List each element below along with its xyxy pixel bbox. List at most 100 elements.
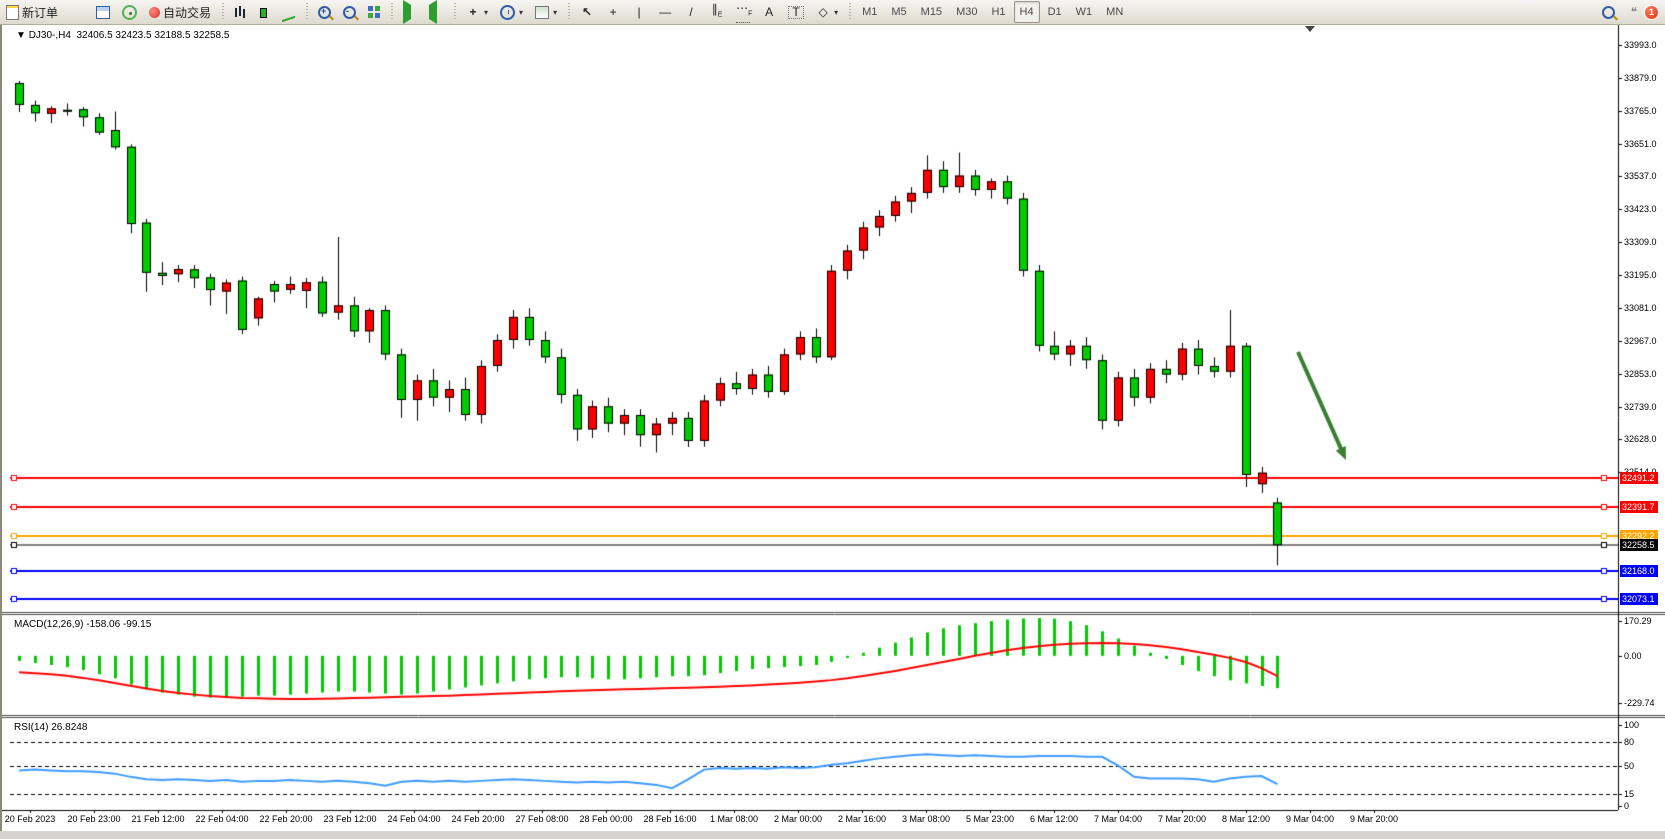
notifications-button[interactable]: ❝ 1 xyxy=(1622,1,1664,23)
signal-icon xyxy=(122,4,138,20)
time-axis-label: 9 Mar 20:00 xyxy=(1349,814,1399,824)
price-axis-tick-label: 33651.0 xyxy=(1624,139,1657,149)
bar-chart-type-button[interactable] xyxy=(229,1,251,23)
chart-window: ▼ DJ30-,H4 32406.5 32423.5 32188.5 32258… xyxy=(0,25,1665,831)
bar-chart-icon xyxy=(234,6,247,18)
horizontal-line-tool-button[interactable]: — xyxy=(653,1,677,23)
chart-shift-marker[interactable] xyxy=(1305,26,1315,32)
chart-canvas[interactable] xyxy=(2,25,1665,831)
time-axis-label: 20 Feb 2023 xyxy=(4,814,56,824)
toolbar-separator xyxy=(220,3,226,21)
macd-axis-tick-label: -229.74 xyxy=(1624,698,1655,708)
timeframe-toolbar: M1 M5 M15 M30 H1 H4 D1 W1 MN xyxy=(855,1,1130,23)
trendline-tool-button[interactable]: / xyxy=(679,1,703,23)
hline-price-label[interactable]: 32391.7 xyxy=(1620,501,1658,513)
data-window-button[interactable] xyxy=(91,1,115,23)
candlestick-type-button[interactable] xyxy=(253,1,275,23)
fibonacci-icon: ⋯F xyxy=(736,1,752,23)
time-axis-label: 24 Feb 20:00 xyxy=(451,814,505,824)
timeframe-button-m15[interactable]: M15 xyxy=(920,6,943,18)
hline-price-label[interactable]: 32491.2 xyxy=(1620,472,1658,484)
chevron-down-icon: ▾ xyxy=(519,7,524,17)
shapes-tool-button[interactable]: ◇ ▾ xyxy=(811,1,843,23)
auto-trading-label: 自动交易 xyxy=(163,5,212,20)
tile-windows-button[interactable] xyxy=(363,1,385,23)
periods-button[interactable]: ▾ xyxy=(495,1,528,23)
chart-collapse-icon[interactable]: ▼ xyxy=(16,30,29,41)
timeframe-button-h4[interactable]: H4 xyxy=(1013,1,1040,23)
timeframe-button-m30[interactable]: M30 xyxy=(956,6,978,18)
vertical-line-tool-button[interactable]: | xyxy=(627,1,651,23)
price-axis-tick-label: 33309.0 xyxy=(1624,237,1657,247)
time-axis-label: 28 Feb 00:00 xyxy=(579,814,633,824)
timeframe-button-mn[interactable]: MN xyxy=(1106,6,1124,18)
rsi-axis-tick-label: 15 xyxy=(1624,789,1635,799)
rsi-axis-tick-label: 80 xyxy=(1624,737,1635,747)
toolbar-separator xyxy=(304,3,310,21)
market-watch-button[interactable] xyxy=(65,1,89,23)
macd-axis-tick-label: 0.00 xyxy=(1624,651,1642,661)
text-tool-button[interactable]: A xyxy=(757,1,781,23)
templates-button[interactable]: ▾ xyxy=(530,1,562,23)
template-icon xyxy=(535,5,550,19)
text-label-icon: T xyxy=(788,5,805,19)
label-tool-button[interactable]: T xyxy=(783,1,809,23)
line-chart-icon xyxy=(282,4,296,23)
time-axis-label: 2 Mar 00:00 xyxy=(773,814,823,824)
zoom-in-button[interactable]: + xyxy=(313,1,336,23)
shapes-icon: ◇ xyxy=(818,5,828,19)
main-toolbar: 新订单 自动交易 + - + ▾ ▾ ▾ ↖ + | — / ∥E ⋯F A T … xyxy=(0,0,1665,25)
fibonacci-tool-button[interactable]: ⋯F xyxy=(731,1,755,23)
zoom-in-icon: + xyxy=(318,5,332,19)
time-axis-label: 27 Feb 08:00 xyxy=(515,814,569,824)
hline-price-label[interactable]: 32073.1 xyxy=(1620,593,1658,605)
chat-bubble-icon: ❝ xyxy=(1630,5,1638,19)
timeframe-button-h1[interactable]: H1 xyxy=(991,6,1006,18)
hline-price-label[interactable]: 32258.5 xyxy=(1620,539,1658,551)
channel-tool-button[interactable]: ∥E xyxy=(705,1,729,23)
search-button[interactable] xyxy=(1597,1,1620,23)
auto-trading-icon xyxy=(149,6,161,18)
new-order-icon xyxy=(6,4,19,20)
auto-trading-button[interactable]: 自动交易 xyxy=(144,1,216,23)
price-axis-tick-label: 33993.0 xyxy=(1624,40,1657,50)
line-chart-type-button[interactable] xyxy=(277,1,300,23)
rsi-indicator-label: RSI(14) 26.8248 xyxy=(14,722,88,733)
crosshair-tool-button[interactable]: + xyxy=(601,1,625,23)
price-axis-tick-label: 32967.0 xyxy=(1624,336,1657,346)
candlestick-icon xyxy=(258,5,270,19)
price-axis-tick-label: 32739.0 xyxy=(1624,402,1657,412)
timeframe-button-w1[interactable]: W1 xyxy=(1075,6,1093,18)
chart-shift-button[interactable] xyxy=(424,0,448,24)
time-axis-label: 6 Mar 12:00 xyxy=(1029,814,1079,824)
indicators-button[interactable]: + ▾ xyxy=(461,1,493,23)
hline-price-label[interactable]: 32168.0 xyxy=(1620,565,1658,577)
time-axis-label: 1 Mar 08:00 xyxy=(709,814,759,824)
chart-title: ▼ DJ30-,H4 32406.5 32423.5 32188.5 32258… xyxy=(16,30,230,41)
zoom-out-icon: - xyxy=(343,5,357,19)
time-axis-label: 7 Mar 04:00 xyxy=(1093,814,1143,824)
trendline-icon: / xyxy=(689,5,693,19)
new-order-button[interactable]: 新订单 xyxy=(1,1,63,23)
rsi-axis-tick-label: 100 xyxy=(1624,720,1640,730)
cursor-tool-button[interactable]: ↖ xyxy=(575,1,599,23)
timeframe-button-m5[interactable]: M5 xyxy=(891,6,907,18)
price-axis-tick-label: 33879.0 xyxy=(1624,73,1657,83)
price-axis-tick-label: 32853.0 xyxy=(1624,369,1657,379)
chart-shift-icon xyxy=(429,0,443,24)
cursor-icon: ↖ xyxy=(582,5,593,19)
timeframe-button-m1[interactable]: M1 xyxy=(862,6,878,18)
zoom-out-button[interactable]: - xyxy=(338,1,361,23)
time-axis-label: 8 Mar 12:00 xyxy=(1221,814,1271,824)
auto-scroll-button[interactable] xyxy=(398,0,422,24)
time-axis-label: 7 Mar 20:00 xyxy=(1157,814,1207,824)
navigator-button[interactable] xyxy=(117,1,142,23)
notification-badge: 1 xyxy=(1644,4,1659,20)
timeframe-button-d1[interactable]: D1 xyxy=(1047,6,1062,18)
time-axis-label: 9 Mar 04:00 xyxy=(1285,814,1335,824)
new-order-label: 新订单 xyxy=(22,5,59,20)
search-icon xyxy=(1602,5,1615,19)
rsi-axis-tick-label: 0 xyxy=(1624,801,1630,811)
text-icon: A xyxy=(765,5,774,19)
